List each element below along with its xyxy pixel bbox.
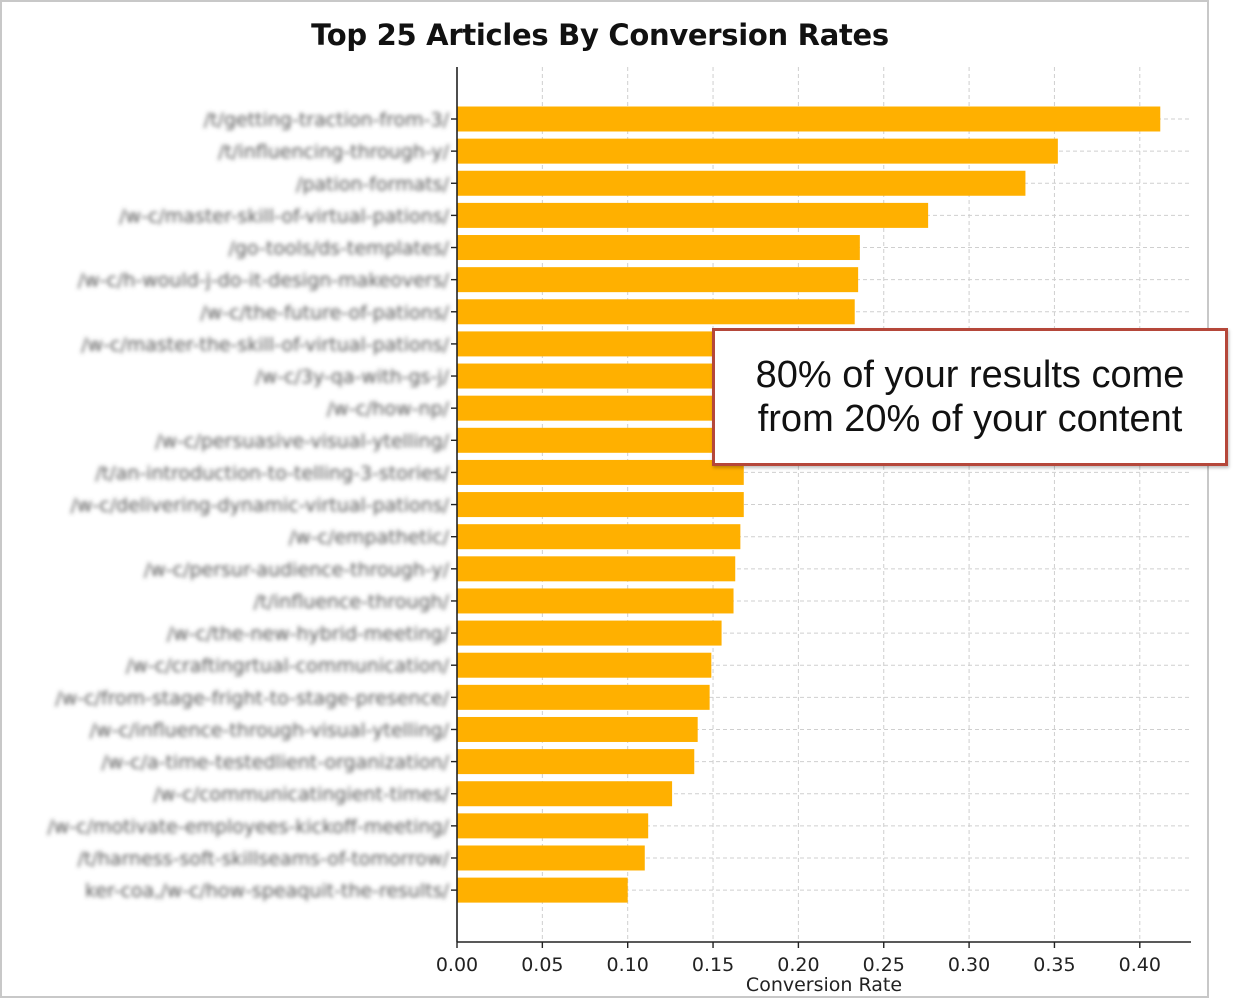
x-tick-labels: 0.00 0.05 0.10 0.15 0.20 0.25 0.30 0.35 0.40	[436, 942, 1161, 976]
x-tick-label: 0.25	[863, 954, 905, 976]
bar	[457, 170, 1026, 196]
chart-title: Top 25 Articles By Conversion Rates	[311, 18, 889, 52]
category-label: /w-c/delivering-dynamic-virtual-pations/	[70, 495, 449, 517]
category-label: /w-c/3y-qa-with-gs-j/	[255, 366, 449, 388]
x-tick-label: 0.15	[692, 954, 734, 976]
category-label: /w-c/empathetic/	[289, 527, 450, 549]
bar	[457, 813, 649, 839]
category-label: /pation-formats/	[296, 173, 450, 195]
category-label: /w-c/a-time-testedlient-organization/	[101, 752, 449, 774]
category-label: /w-c/master-the-skill-of-virtual-pations…	[81, 334, 449, 356]
category-label: /w-c/the-future-of-pations/	[200, 302, 449, 324]
annotation-callout: 80% of your results come from 20% of you…	[712, 328, 1228, 466]
bar	[457, 877, 628, 903]
annotation-line-1: 80% of your results come	[755, 354, 1185, 396]
category-label: /w-c/motivate-employees-kickoff-meeting/	[47, 816, 449, 838]
bar	[457, 267, 859, 293]
bar	[457, 781, 673, 807]
x-tick-label: 0.40	[1119, 954, 1161, 976]
bar	[457, 845, 645, 871]
category-label: /w-c/from-stage-fright-to-stage-presence…	[55, 687, 449, 709]
bar	[457, 492, 744, 518]
x-tick-label: 0.35	[1033, 954, 1075, 976]
bar	[457, 524, 741, 550]
bars	[457, 106, 1161, 903]
bar	[457, 684, 710, 710]
category-label: ker-coa,/w-c/how-speaquit-the-results/	[85, 880, 450, 902]
category-label: /w-c/craftingrtual-communication/	[126, 655, 450, 677]
category-label: /w-c/influence-through-visual-ytelling/	[90, 719, 450, 741]
bar	[457, 459, 744, 485]
x-tick-label: 0.10	[607, 954, 649, 976]
bar	[457, 556, 736, 582]
category-label: /w-c/how-np/	[327, 398, 450, 420]
annotation-text: 80% of your results come from 20% of you…	[756, 353, 1185, 441]
bar	[457, 202, 929, 228]
y-tick-labels: /t/getting-traction-from-3/ /t/influencin…	[47, 109, 457, 902]
category-label: /w-c/persur-audience-through-y/	[144, 559, 450, 581]
x-tick-label: 0.00	[436, 954, 478, 976]
x-axis-title: Conversion Rate	[746, 974, 902, 996]
x-tick-label: 0.30	[948, 954, 990, 976]
bar	[457, 620, 722, 646]
bar	[457, 235, 860, 261]
category-label: /t/harness-soft-skillseams-of-tomorrow/	[78, 848, 450, 870]
category-label: /w-c/communicatingient-times/	[153, 784, 449, 806]
category-label: /t/influencing-through-y/	[218, 141, 449, 163]
bar	[457, 749, 695, 775]
bar	[457, 588, 734, 614]
bar	[457, 652, 712, 678]
x-tick-label: 0.05	[521, 954, 563, 976]
category-label: /w-c/master-skill-of-virtual-pations/	[119, 205, 449, 227]
bar	[457, 299, 855, 325]
category-label: /t/an-introduction-to-telling-3-stories/	[95, 462, 449, 484]
bar	[457, 716, 698, 742]
category-label: /go-tools/ds-templates/	[229, 238, 450, 260]
bar	[457, 138, 1058, 164]
category-label: /w-c/h-would-j-do-it-design-makeovers/	[78, 270, 450, 292]
x-tick-label: 0.20	[777, 954, 819, 976]
bar	[457, 106, 1161, 132]
category-label: /w-c/persuasive-visual-ytelling/	[155, 430, 449, 452]
category-label: /t/influence-through/	[254, 591, 450, 613]
category-label: /t/getting-traction-from-3/	[204, 109, 450, 131]
category-label: /w-c/the-new-hybrid-meeting/	[167, 623, 450, 645]
annotation-line-2: from 20% of your content	[757, 398, 1183, 440]
